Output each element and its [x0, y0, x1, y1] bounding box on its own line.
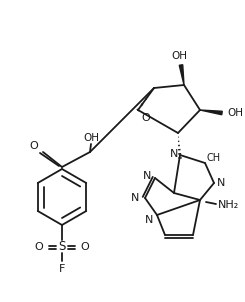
- Text: OH: OH: [227, 108, 243, 118]
- Text: N: N: [143, 171, 151, 181]
- Text: OH: OH: [83, 133, 99, 143]
- Text: O: O: [35, 242, 43, 252]
- Text: OH: OH: [171, 51, 187, 61]
- Text: O: O: [81, 242, 89, 252]
- Text: N: N: [217, 178, 225, 188]
- Text: CH: CH: [207, 153, 221, 163]
- Text: O: O: [142, 113, 150, 123]
- Text: N: N: [131, 193, 139, 203]
- Polygon shape: [179, 65, 184, 85]
- Text: S: S: [58, 240, 66, 253]
- Polygon shape: [200, 110, 222, 115]
- Text: O: O: [30, 141, 38, 151]
- Text: N: N: [170, 149, 178, 159]
- Text: NH₂: NH₂: [217, 200, 239, 210]
- Text: F: F: [59, 264, 65, 274]
- Text: N: N: [145, 215, 153, 225]
